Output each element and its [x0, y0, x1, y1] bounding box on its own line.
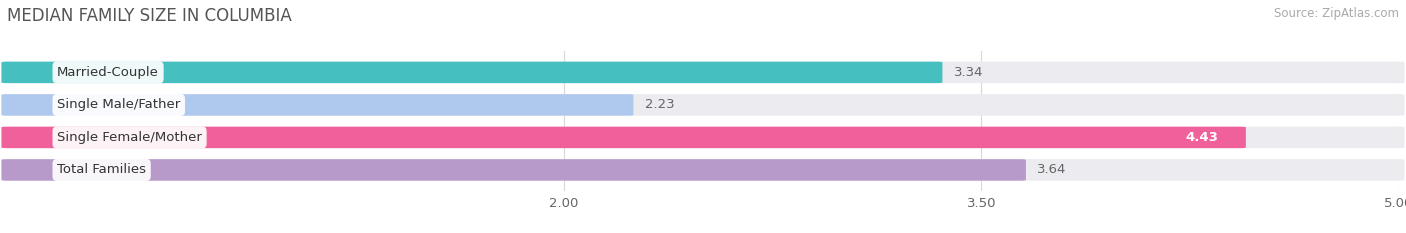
- FancyBboxPatch shape: [1, 127, 1405, 148]
- Text: Single Male/Father: Single Male/Father: [58, 98, 180, 111]
- Text: Source: ZipAtlas.com: Source: ZipAtlas.com: [1274, 7, 1399, 20]
- FancyBboxPatch shape: [1, 159, 1026, 181]
- Text: 3.34: 3.34: [953, 66, 983, 79]
- FancyBboxPatch shape: [1, 94, 1405, 116]
- FancyBboxPatch shape: [1, 127, 1246, 148]
- Text: Married-Couple: Married-Couple: [58, 66, 159, 79]
- FancyBboxPatch shape: [1, 159, 1405, 181]
- FancyBboxPatch shape: [1, 94, 633, 116]
- Text: 3.64: 3.64: [1038, 163, 1066, 176]
- Text: 4.43: 4.43: [1185, 131, 1218, 144]
- Text: 2.23: 2.23: [644, 98, 673, 111]
- FancyBboxPatch shape: [1, 62, 1405, 83]
- Text: MEDIAN FAMILY SIZE IN COLUMBIA: MEDIAN FAMILY SIZE IN COLUMBIA: [7, 7, 292, 25]
- Text: Total Families: Total Families: [58, 163, 146, 176]
- FancyBboxPatch shape: [1, 62, 942, 83]
- Text: Single Female/Mother: Single Female/Mother: [58, 131, 202, 144]
